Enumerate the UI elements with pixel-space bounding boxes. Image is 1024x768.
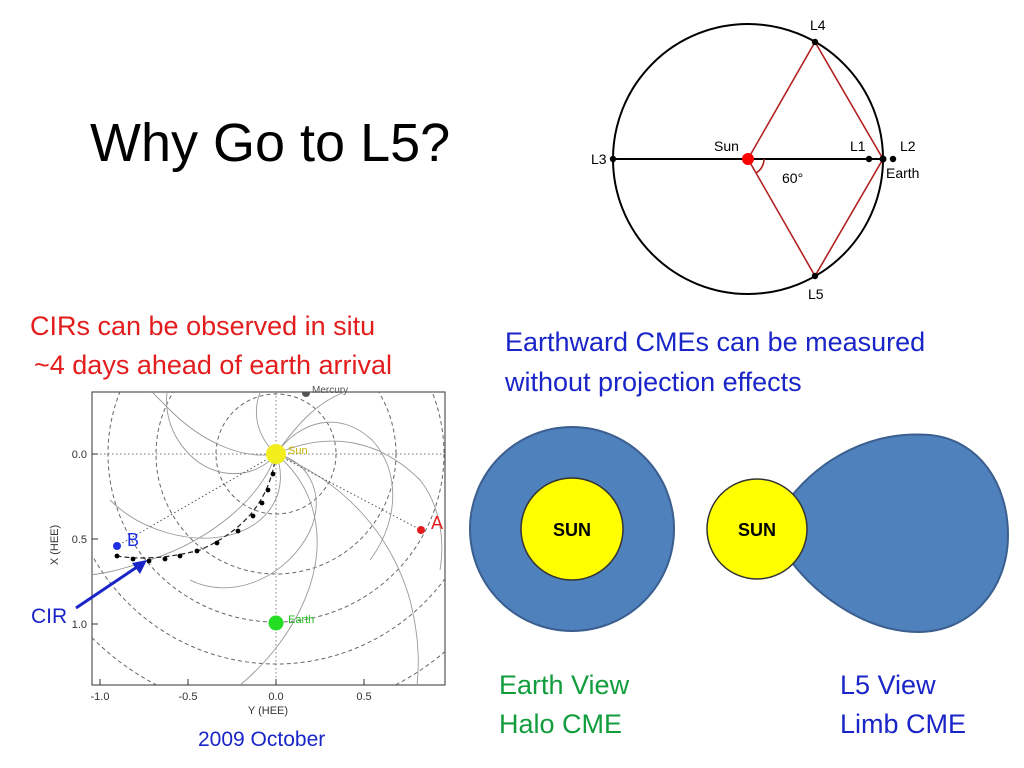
y-axis-label: X (HEE)	[49, 525, 61, 565]
cme-text-line2: without projection effects	[505, 367, 802, 397]
cir-text-line1: CIRs can be observed in situ	[30, 311, 376, 341]
hee-orbit-plot: Sun Earth Mercury A B -1.0 -0.5 0.0 0.5 …	[49, 385, 446, 717]
y-tick-label: 0.0	[72, 449, 87, 461]
mercury-plot-label: Mercury	[312, 385, 348, 396]
l1-point	[865, 155, 873, 163]
l2-point	[889, 155, 897, 163]
l4-label: L4	[810, 17, 826, 33]
l5-point	[811, 272, 819, 280]
stereo-a-label: A	[431, 513, 443, 533]
l3-label: L3	[591, 151, 607, 167]
orbit-ring	[155, 392, 397, 575]
stereo-a-line	[275, 453, 422, 531]
l2-label: L2	[900, 138, 916, 154]
sun-disk	[706, 478, 808, 580]
l4-point	[811, 38, 819, 46]
l5-label: L5	[808, 286, 824, 302]
plot-ticks	[92, 453, 365, 685]
cir-arrow	[75, 563, 141, 610]
l5-view-diagram: SUN	[706, 433, 1010, 634]
earth-marker	[268, 615, 284, 631]
earth-label: Earth	[886, 165, 919, 181]
y-tick-label: 1.0	[72, 619, 87, 631]
sun-plot-label: Sun	[288, 445, 308, 457]
plot-area	[92, 392, 445, 685]
earth-view-line1: Earth View	[499, 670, 630, 700]
sun-marker	[266, 444, 286, 464]
orbit-ring	[92, 554, 445, 665]
mercury-marker	[302, 392, 310, 397]
earth-view-line2: Halo CME	[499, 709, 623, 739]
limb-cme	[789, 433, 1010, 634]
x-tick-label: -0.5	[179, 691, 198, 703]
l5-view-line1: L5 View	[840, 670, 936, 700]
angle-arc	[755, 158, 765, 174]
plot-frame	[91, 391, 446, 686]
earth-view-diagram: SUN	[469, 426, 675, 632]
stereo-b-label: B	[127, 530, 139, 550]
earth-orbit-ring	[107, 392, 445, 623]
parker-spirals	[92, 392, 443, 685]
cme-text-line1: Earthward CMEs can be measured	[505, 327, 926, 357]
cir-arrow-head	[132, 560, 147, 574]
earth-point	[879, 155, 887, 163]
cir-text-line2: ~4 days ahead of earth arrival	[34, 350, 392, 380]
x-tick-label: 0.0	[268, 691, 283, 703]
cme-views: SUN SUN	[469, 426, 1010, 634]
stereo-b-line	[116, 453, 277, 547]
plot-caption: 2009 October	[198, 728, 326, 751]
sun-label: Sun	[714, 138, 739, 154]
l5-view-line2: Limb CME	[840, 709, 967, 739]
sun-disk	[520, 477, 624, 581]
earth-plot-label: Earth	[288, 614, 314, 626]
orbit-ring	[215, 393, 337, 515]
l3-point	[609, 155, 617, 163]
x-axis-label: Y (HEE)	[248, 705, 288, 717]
lagrange-diagram: Sun L1 L2 L3 L4 L5 Earth 60°	[591, 17, 919, 302]
slide-title: Why Go to L5?	[90, 113, 451, 173]
sun-disk-label: SUN	[553, 520, 591, 540]
angle-label: 60°	[782, 170, 803, 186]
stereo-b-marker	[113, 542, 121, 550]
x-tick-label: 0.5	[356, 691, 371, 703]
l1-label: L1	[850, 138, 866, 154]
cir-points	[114, 471, 276, 564]
sun-disk-label: SUN	[738, 520, 776, 540]
x-tick-label: -1.0	[91, 691, 110, 703]
stereo-a-marker	[417, 526, 425, 534]
y-tick-label: 0.5	[72, 534, 87, 546]
cir-label: CIR	[31, 605, 68, 628]
sun-dot	[742, 153, 754, 165]
